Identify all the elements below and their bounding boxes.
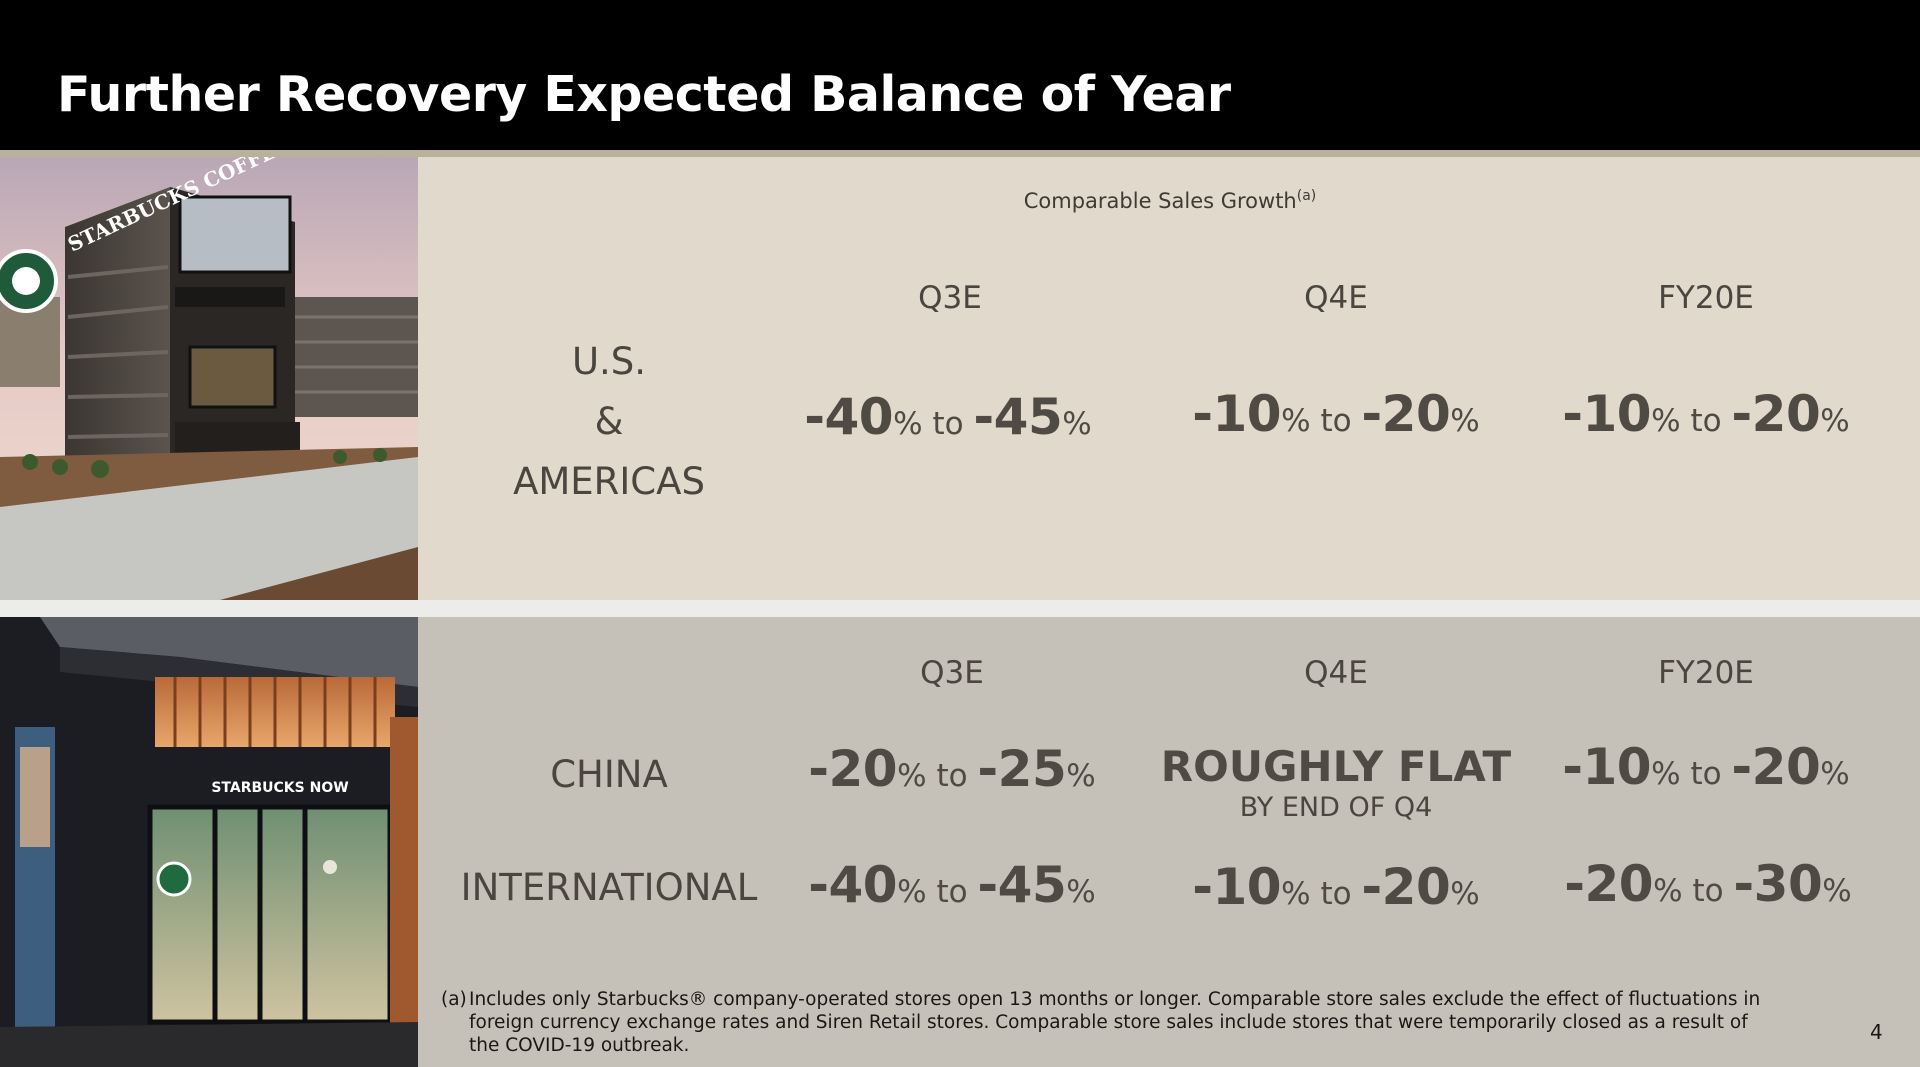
slide-header [0, 0, 1920, 150]
footnote-text: Includes only Starbucks® company-operate… [469, 989, 1761, 1056]
china-q3e-range: -20% to -25% [808, 740, 1096, 798]
china-q4e-roughly-flat: ROUGHLY FLAT [1160, 742, 1512, 791]
region-americas: AMERICAS [513, 460, 705, 503]
page-number: 4 [1870, 1020, 1883, 1044]
col-header-q4e-intl: Q4E [1304, 655, 1368, 691]
region-international: INTERNATIONAL [460, 866, 758, 909]
store-sign: STARBUCKS NOW [211, 780, 348, 796]
footnote: (a) Includes only Starbucks® company-ope… [441, 988, 1781, 1057]
col-header-q4e: Q4E [1304, 280, 1368, 316]
panel-divider [0, 600, 1920, 617]
americas-q4e-range: -10% to -20% [1192, 385, 1480, 443]
region-ampersand: & [594, 400, 624, 443]
col-header-q3e: Q3E [918, 280, 982, 316]
americas-q3e-range: -40% to -45% [804, 388, 1092, 446]
slide-title: Further Recovery Expected Balance of Yea… [57, 66, 1231, 123]
international-fy20e-range: -20% to -30% [1564, 855, 1852, 913]
urban-store-photo: STARBUCKS NOW [0, 617, 418, 1067]
region-china: CHINA [550, 753, 668, 796]
region-us: U.S. [571, 340, 647, 383]
footnote-label: (a) [441, 989, 467, 1010]
drive-thru-store-photo: STARBUCKS COFFEE [0, 157, 418, 600]
china-fy20e-range: -10% to -20% [1562, 738, 1850, 796]
accent-rule [0, 150, 1920, 157]
international-q3e-range: -40% to -45% [808, 856, 1096, 914]
china-q4e-by-end-of-q4: BY END OF Q4 [1239, 792, 1433, 823]
international-q4e-range: -10% to -20% [1192, 858, 1480, 916]
comparable-sales-heading: Comparable Sales Growth(a) [1023, 188, 1317, 213]
americas-fy20e-range: -10% to -20% [1562, 385, 1850, 443]
col-header-fy20e: FY20E [1658, 280, 1754, 316]
col-header-q3e-intl: Q3E [920, 655, 984, 691]
col-header-fy20e-intl: FY20E [1658, 655, 1754, 691]
